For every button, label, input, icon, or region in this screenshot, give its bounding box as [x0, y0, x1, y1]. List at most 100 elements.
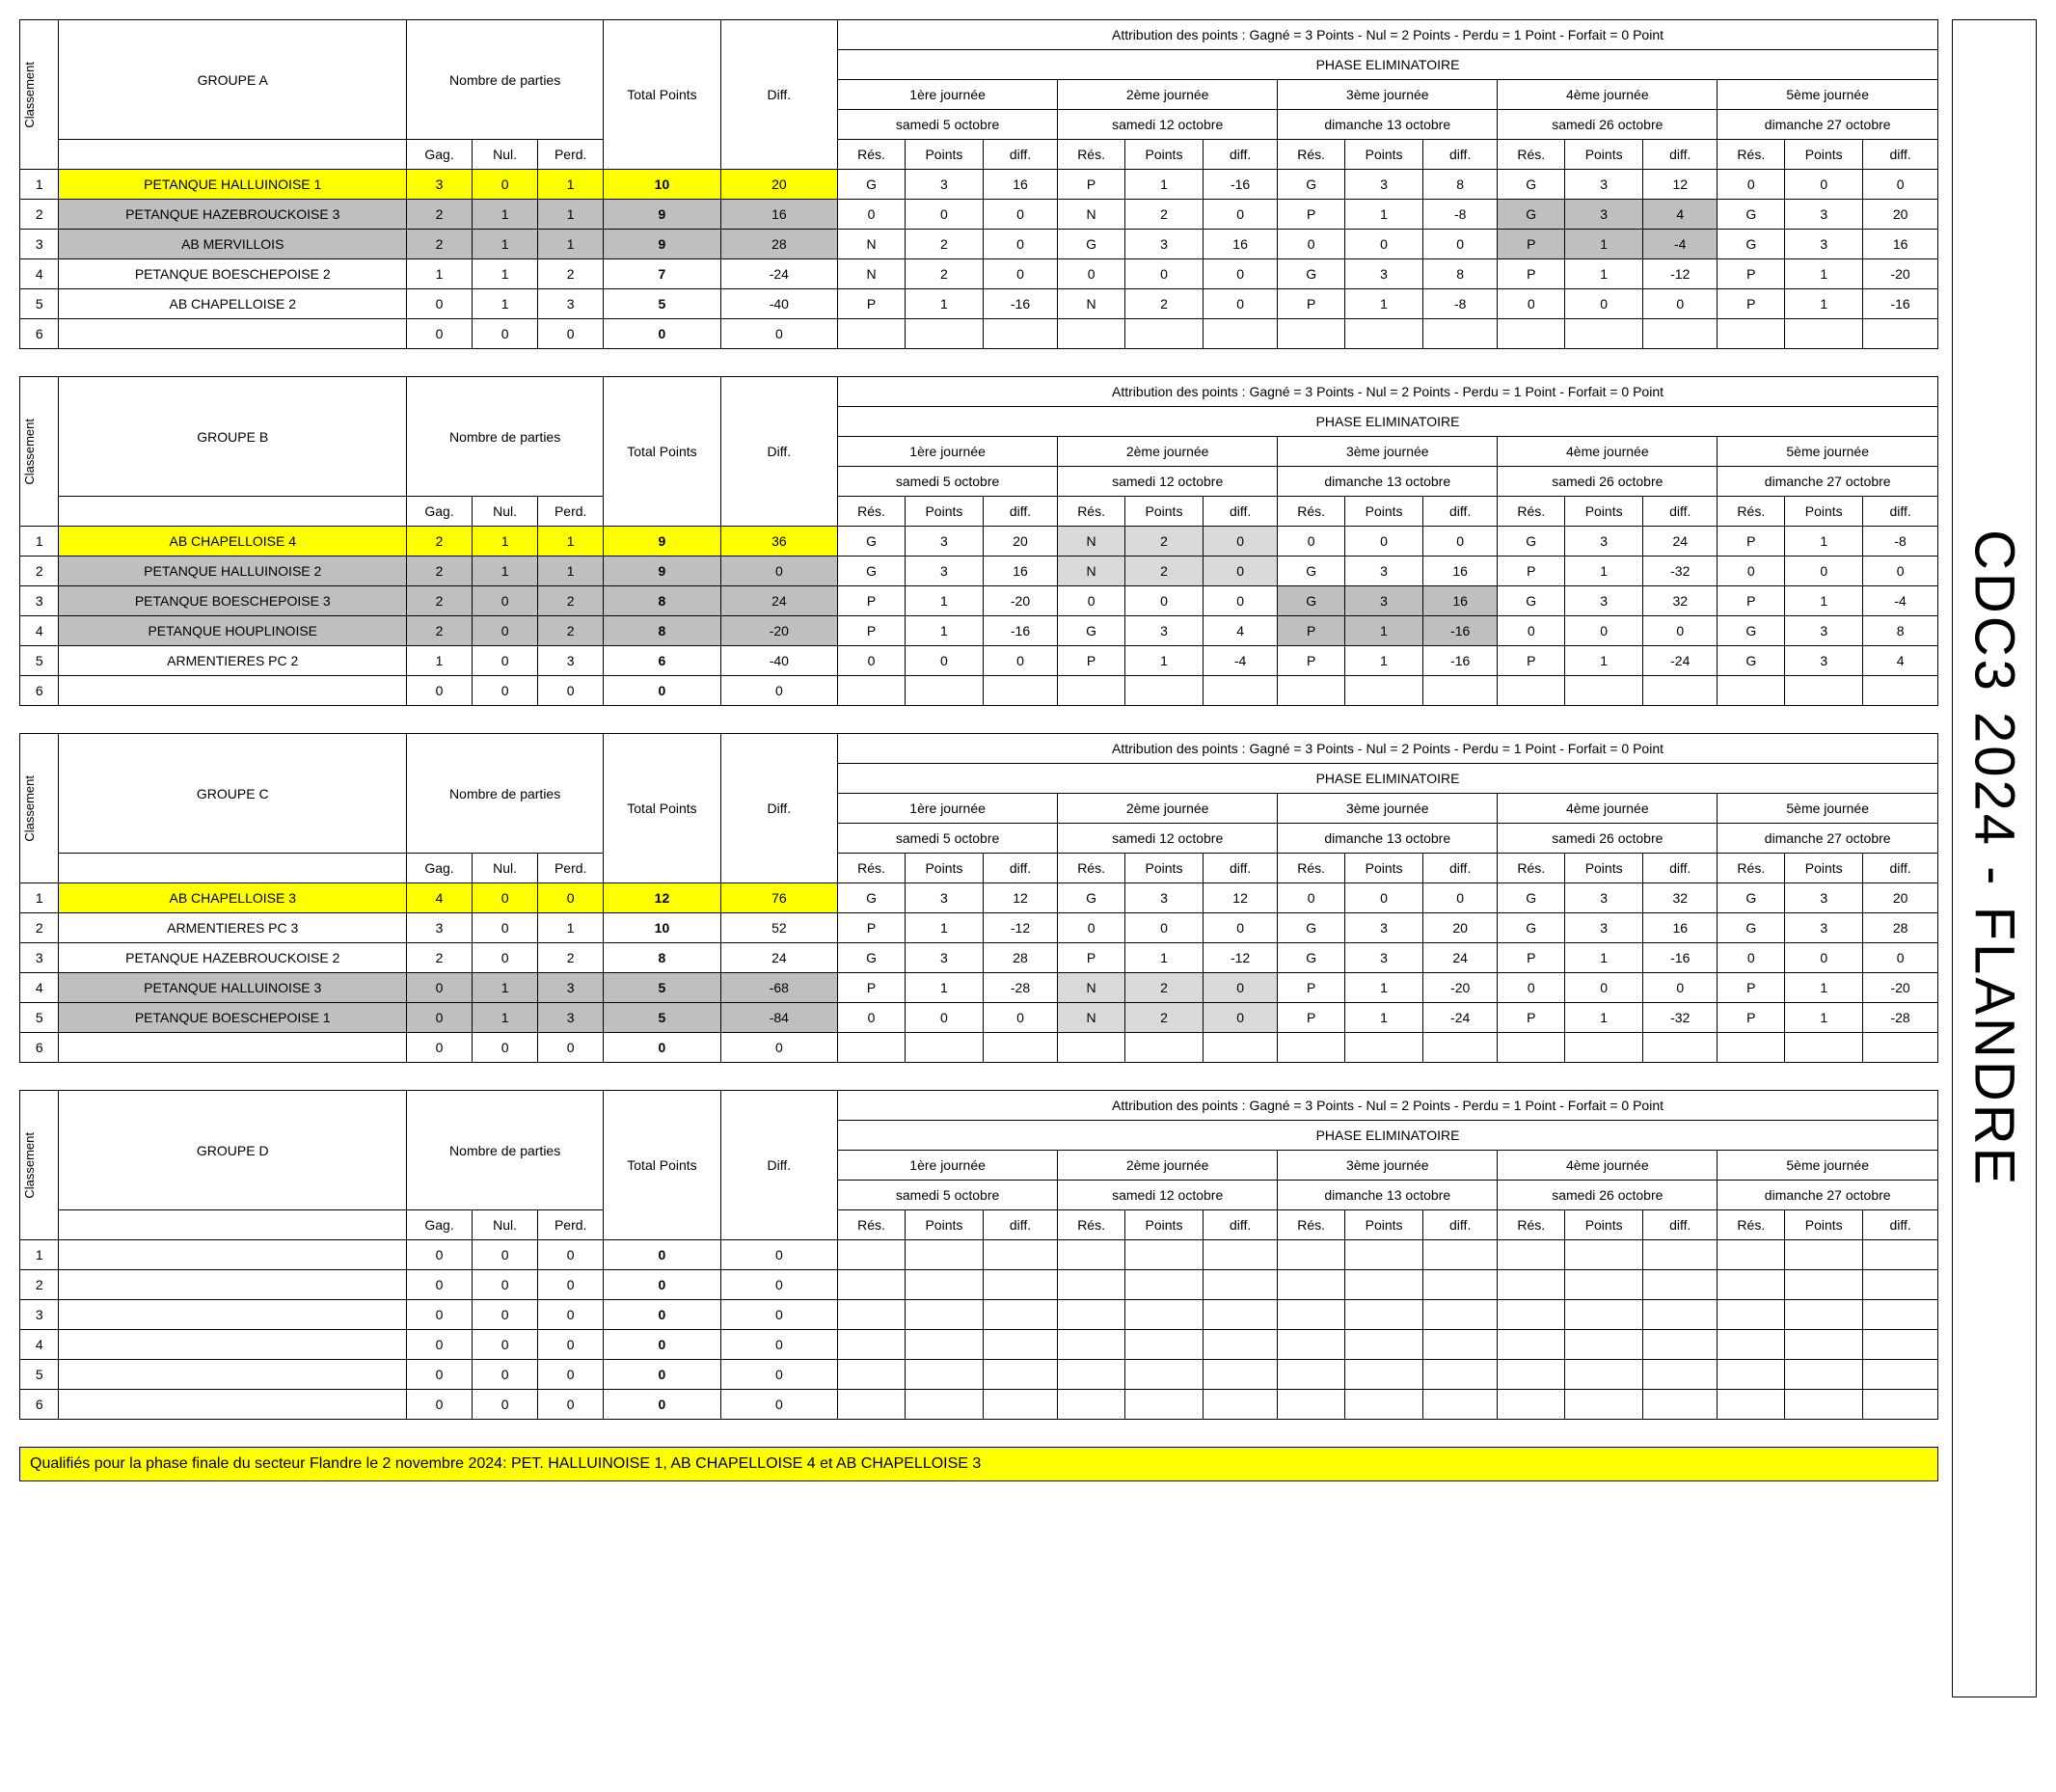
jdiff-cell [1863, 1330, 1938, 1360]
res-cell: G [1498, 883, 1565, 913]
pts-cell: 3 [1345, 913, 1423, 943]
table-row: 4PETANQUE HOUPLINOISE2028-20P1-16G34P1-1… [20, 616, 1938, 646]
res-header: Rés. [1278, 854, 1345, 883]
group-name: GROUPE D [59, 1091, 407, 1210]
jdiff-cell: 0 [1643, 289, 1718, 319]
jdiff-cell [1203, 1390, 1277, 1420]
jdiff-cell [1423, 319, 1498, 349]
jdiff-cell [1863, 319, 1938, 349]
res-cell: P [1718, 527, 1785, 557]
nul-cell: 0 [473, 1330, 538, 1360]
pts-cell: 3 [1565, 883, 1643, 913]
pts-cell [1565, 1390, 1643, 1420]
nul-cell: 1 [473, 973, 538, 1003]
diff-cell: -24 [720, 259, 837, 289]
pts-cell: 1 [905, 913, 983, 943]
res-cell [838, 1240, 906, 1270]
pts-cell: 3 [905, 170, 983, 200]
team-cell: PETANQUE HAZEBROUCKOISE 2 [59, 943, 407, 973]
res-cell: G [1278, 170, 1345, 200]
res-cell: P [1498, 557, 1565, 586]
jdiff-cell: 8 [1423, 259, 1498, 289]
points-header: Points [1565, 497, 1643, 527]
res-cell: 0 [1278, 230, 1345, 259]
pts-cell [905, 1390, 983, 1420]
team-header [59, 854, 407, 883]
pts-cell: 3 [905, 883, 983, 913]
points-header: Points [905, 854, 983, 883]
res-cell: P [1278, 1003, 1345, 1033]
pts-cell [1345, 319, 1423, 349]
res-cell: P [1718, 289, 1785, 319]
jdiff-cell: 8 [1863, 616, 1938, 646]
pts-cell: 2 [1125, 289, 1204, 319]
jdiff-header: diff. [1423, 854, 1498, 883]
jdiff-cell [1203, 1360, 1277, 1390]
pts-cell [1565, 1270, 1643, 1300]
team-cell [59, 1240, 407, 1270]
diff-header: Diff. [720, 377, 837, 527]
rank-cell: 2 [20, 1270, 59, 1300]
table-row: 1AB CHAPELLOISE 4211936G320N20000G324P1-… [20, 527, 1938, 557]
res-cell [1278, 1300, 1345, 1330]
phase-header: PHASE ELIMINATOIRE [838, 50, 1938, 80]
perd-cell: 0 [538, 1300, 604, 1330]
nul-cell: 0 [473, 883, 538, 913]
diff-cell: 76 [720, 883, 837, 913]
pts-cell [905, 1240, 983, 1270]
phase-header: PHASE ELIMINATOIRE [838, 764, 1938, 794]
pts-cell [1565, 676, 1643, 706]
res-cell: P [838, 289, 906, 319]
res-cell [1718, 1033, 1785, 1063]
group-table: ClassementGROUPE CNombre de partiesTotal… [19, 733, 1938, 1063]
jdiff-cell: -16 [1863, 289, 1938, 319]
team-header [59, 497, 407, 527]
pts-cell [1345, 1033, 1423, 1063]
group-3: ClassementGROUPE DNombre de partiesTotal… [19, 1090, 1938, 1420]
diff-cell: -68 [720, 973, 837, 1003]
pts-cell: 3 [1785, 230, 1863, 259]
perd-cell: 3 [538, 973, 604, 1003]
points-header: Points [1125, 497, 1204, 527]
res-cell [838, 1390, 906, 1420]
pts-cell [1345, 1240, 1423, 1270]
diff-cell: 0 [720, 1360, 837, 1390]
jdiff-cell: 20 [1863, 200, 1938, 230]
diff-cell: -40 [720, 646, 837, 676]
jdiff-cell [1423, 1300, 1498, 1330]
rank-cell: 4 [20, 616, 59, 646]
pts-cell: 1 [1785, 259, 1863, 289]
total-cell: 12 [604, 883, 720, 913]
pts-cell: 1 [1785, 586, 1863, 616]
res-cell [1718, 319, 1785, 349]
total-cell: 9 [604, 230, 720, 259]
classement-header: Classement [22, 775, 37, 842]
jdiff-cell: -8 [1863, 527, 1938, 557]
pts-cell: 1 [1565, 1003, 1643, 1033]
gag-cell: 0 [407, 1003, 473, 1033]
perd-cell: 1 [538, 557, 604, 586]
res-cell: G [1718, 646, 1785, 676]
jdiff-cell [1863, 1300, 1938, 1330]
jdiff-cell [1643, 1360, 1718, 1390]
jdiff-cell: 32 [1643, 883, 1718, 913]
jdiff-cell [983, 1360, 1057, 1390]
rank-cell: 5 [20, 646, 59, 676]
jdiff-header: diff. [1203, 140, 1277, 170]
res-cell [1718, 1300, 1785, 1330]
gag-cell: 2 [407, 527, 473, 557]
res-header: Rés. [1498, 497, 1565, 527]
pts-cell [1125, 1033, 1204, 1063]
res-cell: P [1058, 943, 1125, 973]
jdiff-cell [1423, 1330, 1498, 1360]
total-cell: 5 [604, 1003, 720, 1033]
journee-5-label: 5ème journée [1718, 80, 1938, 110]
pts-cell [1785, 1300, 1863, 1330]
gag-header: Gag. [407, 1210, 473, 1240]
journee-3-label: 3ème journée [1278, 80, 1498, 110]
jdiff-cell: 0 [1203, 586, 1277, 616]
nul-cell: 0 [473, 616, 538, 646]
res-header: Rés. [1058, 854, 1125, 883]
res-cell: G [1498, 586, 1565, 616]
journee-5-date: dimanche 27 octobre [1718, 1181, 1938, 1210]
